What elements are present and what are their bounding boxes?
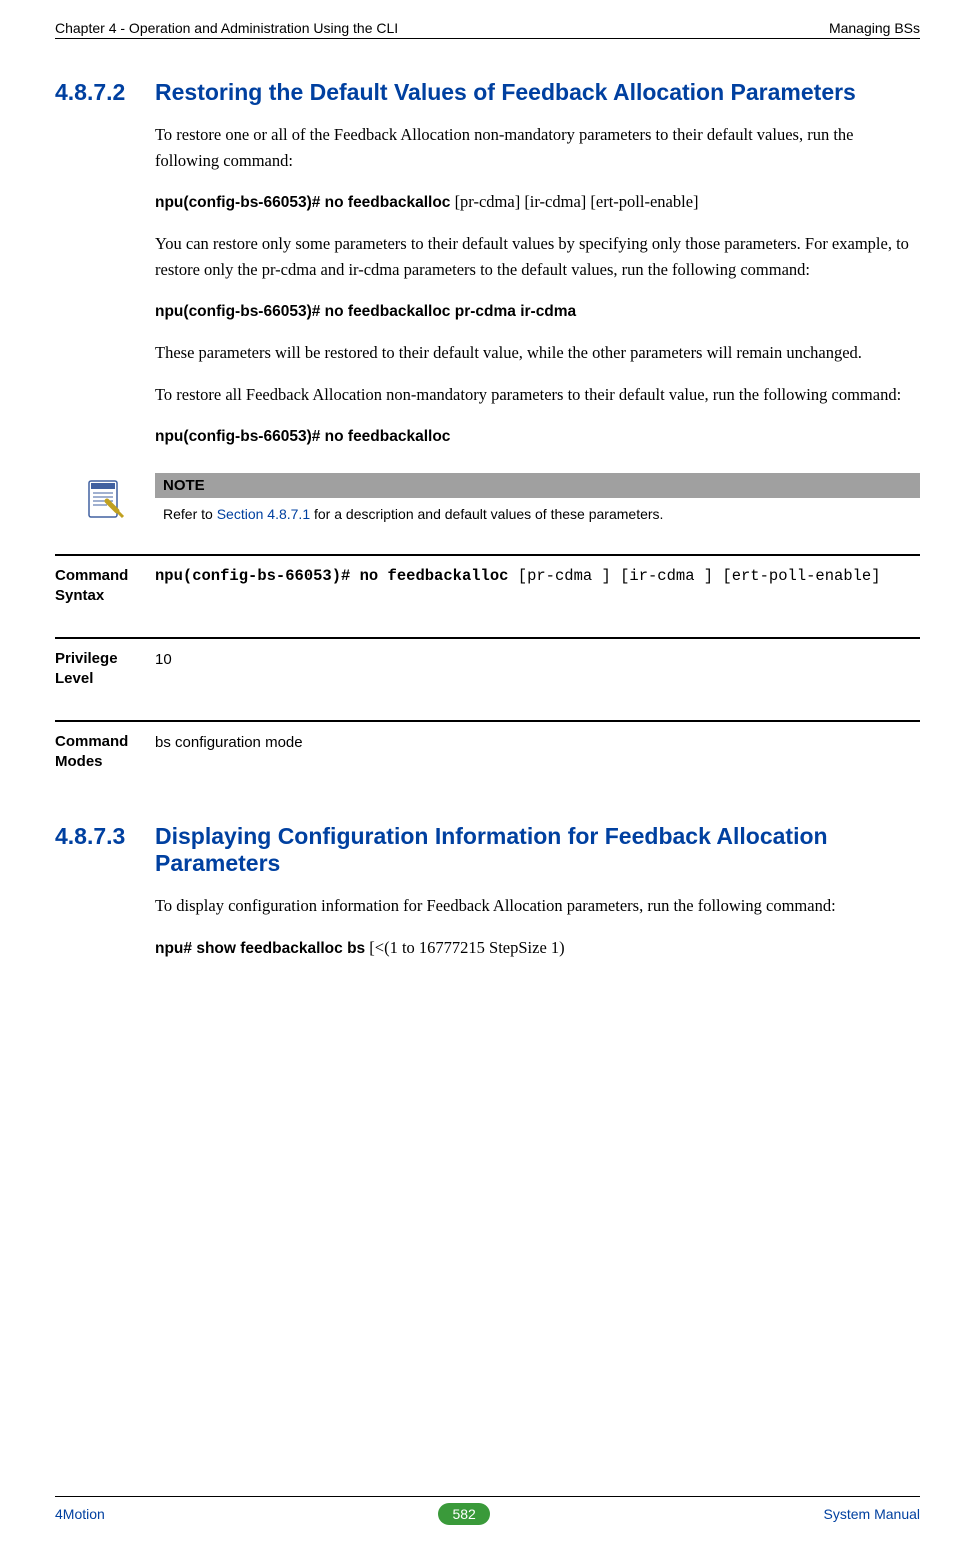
command-bold: npu(config-bs-66053)# no feedbackalloc p… (155, 303, 576, 320)
section-number: 4.8.7.3 (55, 823, 155, 877)
command-bold: npu# show feedbackalloc bs (155, 940, 365, 957)
command-args: [pr-cdma] [ir-cdma] [ert-poll-enable] (450, 192, 698, 211)
paragraph: You can restore only some parameters to … (155, 231, 920, 282)
header-right: Managing BSs (829, 20, 920, 36)
note-content: NOTE Refer to Section 4.8.7.1 for a desc… (155, 473, 920, 526)
section-title: Displaying Configuration Information for… (155, 823, 920, 877)
command-bold: npu(config-bs-66053)# no feedbackalloc (155, 428, 450, 445)
section-number: 4.8.7.2 (55, 79, 155, 106)
footer-right: System Manual (824, 1506, 920, 1522)
page-number-badge: 582 (438, 1503, 489, 1525)
note-block: NOTE Refer to Section 4.8.7.1 for a desc… (55, 473, 920, 526)
command-syntax-row: Command Syntax npu(config-bs-66053)# no … (55, 554, 920, 629)
command-syntax-value: npu(config-bs-66053)# no feedbackalloc [… (155, 566, 920, 605)
command-line: npu(config-bs-66053)# no feedbackalloc p… (155, 298, 920, 324)
command-modes-row: Command Modes bs configuration mode (55, 720, 920, 795)
paragraph: To restore all Feedback Allocation non-m… (155, 382, 920, 408)
command-args: [<(1 to 16777215 StepSize 1) (365, 938, 565, 957)
command-line: npu(config-bs-66053)# no feedbackalloc [… (155, 189, 920, 215)
command-modes-label: Command Modes (55, 732, 155, 771)
note-text-suffix: for a description and default values of … (310, 506, 663, 522)
command-bold: npu(config-bs-66053)# no feedbackalloc (155, 194, 450, 211)
command-modes-value: bs configuration mode (155, 732, 920, 771)
section-heading-4-8-7-3: 4.8.7.3 Displaying Configuration Informa… (55, 823, 920, 877)
command-syntax-label: Command Syntax (55, 566, 155, 605)
page-header: Chapter 4 - Operation and Administration… (55, 20, 920, 39)
syntax-rest: [pr-cdma ] [ir-cdma ] [ert-poll-enable] (508, 567, 880, 585)
footer-left: 4Motion (55, 1506, 105, 1522)
note-icon-cell (55, 473, 155, 526)
paragraph: To display configuration information for… (155, 893, 920, 919)
privilege-level-label: Privilege Level (55, 649, 155, 688)
command-line: npu# show feedbackalloc bs [<(1 to 16777… (155, 935, 920, 961)
privilege-level-value: 10 (155, 649, 920, 688)
paragraph: These parameters will be restored to the… (155, 340, 920, 366)
note-icon (83, 477, 127, 521)
section-heading-4-8-7-2: 4.8.7.2 Restoring the Default Values of … (55, 79, 920, 106)
privilege-level-row: Privilege Level 10 (55, 637, 920, 712)
paragraph: To restore one or all of the Feedback Al… (155, 122, 920, 173)
note-section-link[interactable]: Section 4.8.7.1 (217, 506, 310, 522)
header-left: Chapter 4 - Operation and Administration… (55, 20, 398, 36)
command-line: npu(config-bs-66053)# no feedbackalloc (155, 423, 920, 449)
note-text-prefix: Refer to (163, 506, 217, 522)
section-title: Restoring the Default Values of Feedback… (155, 79, 920, 106)
note-body: Refer to Section 4.8.7.1 for a descripti… (155, 498, 920, 526)
page-footer: 4Motion 582 System Manual (55, 1496, 920, 1525)
syntax-bold: npu(config-bs-66053)# no feedbackalloc (155, 567, 508, 585)
note-header: NOTE (155, 473, 920, 498)
